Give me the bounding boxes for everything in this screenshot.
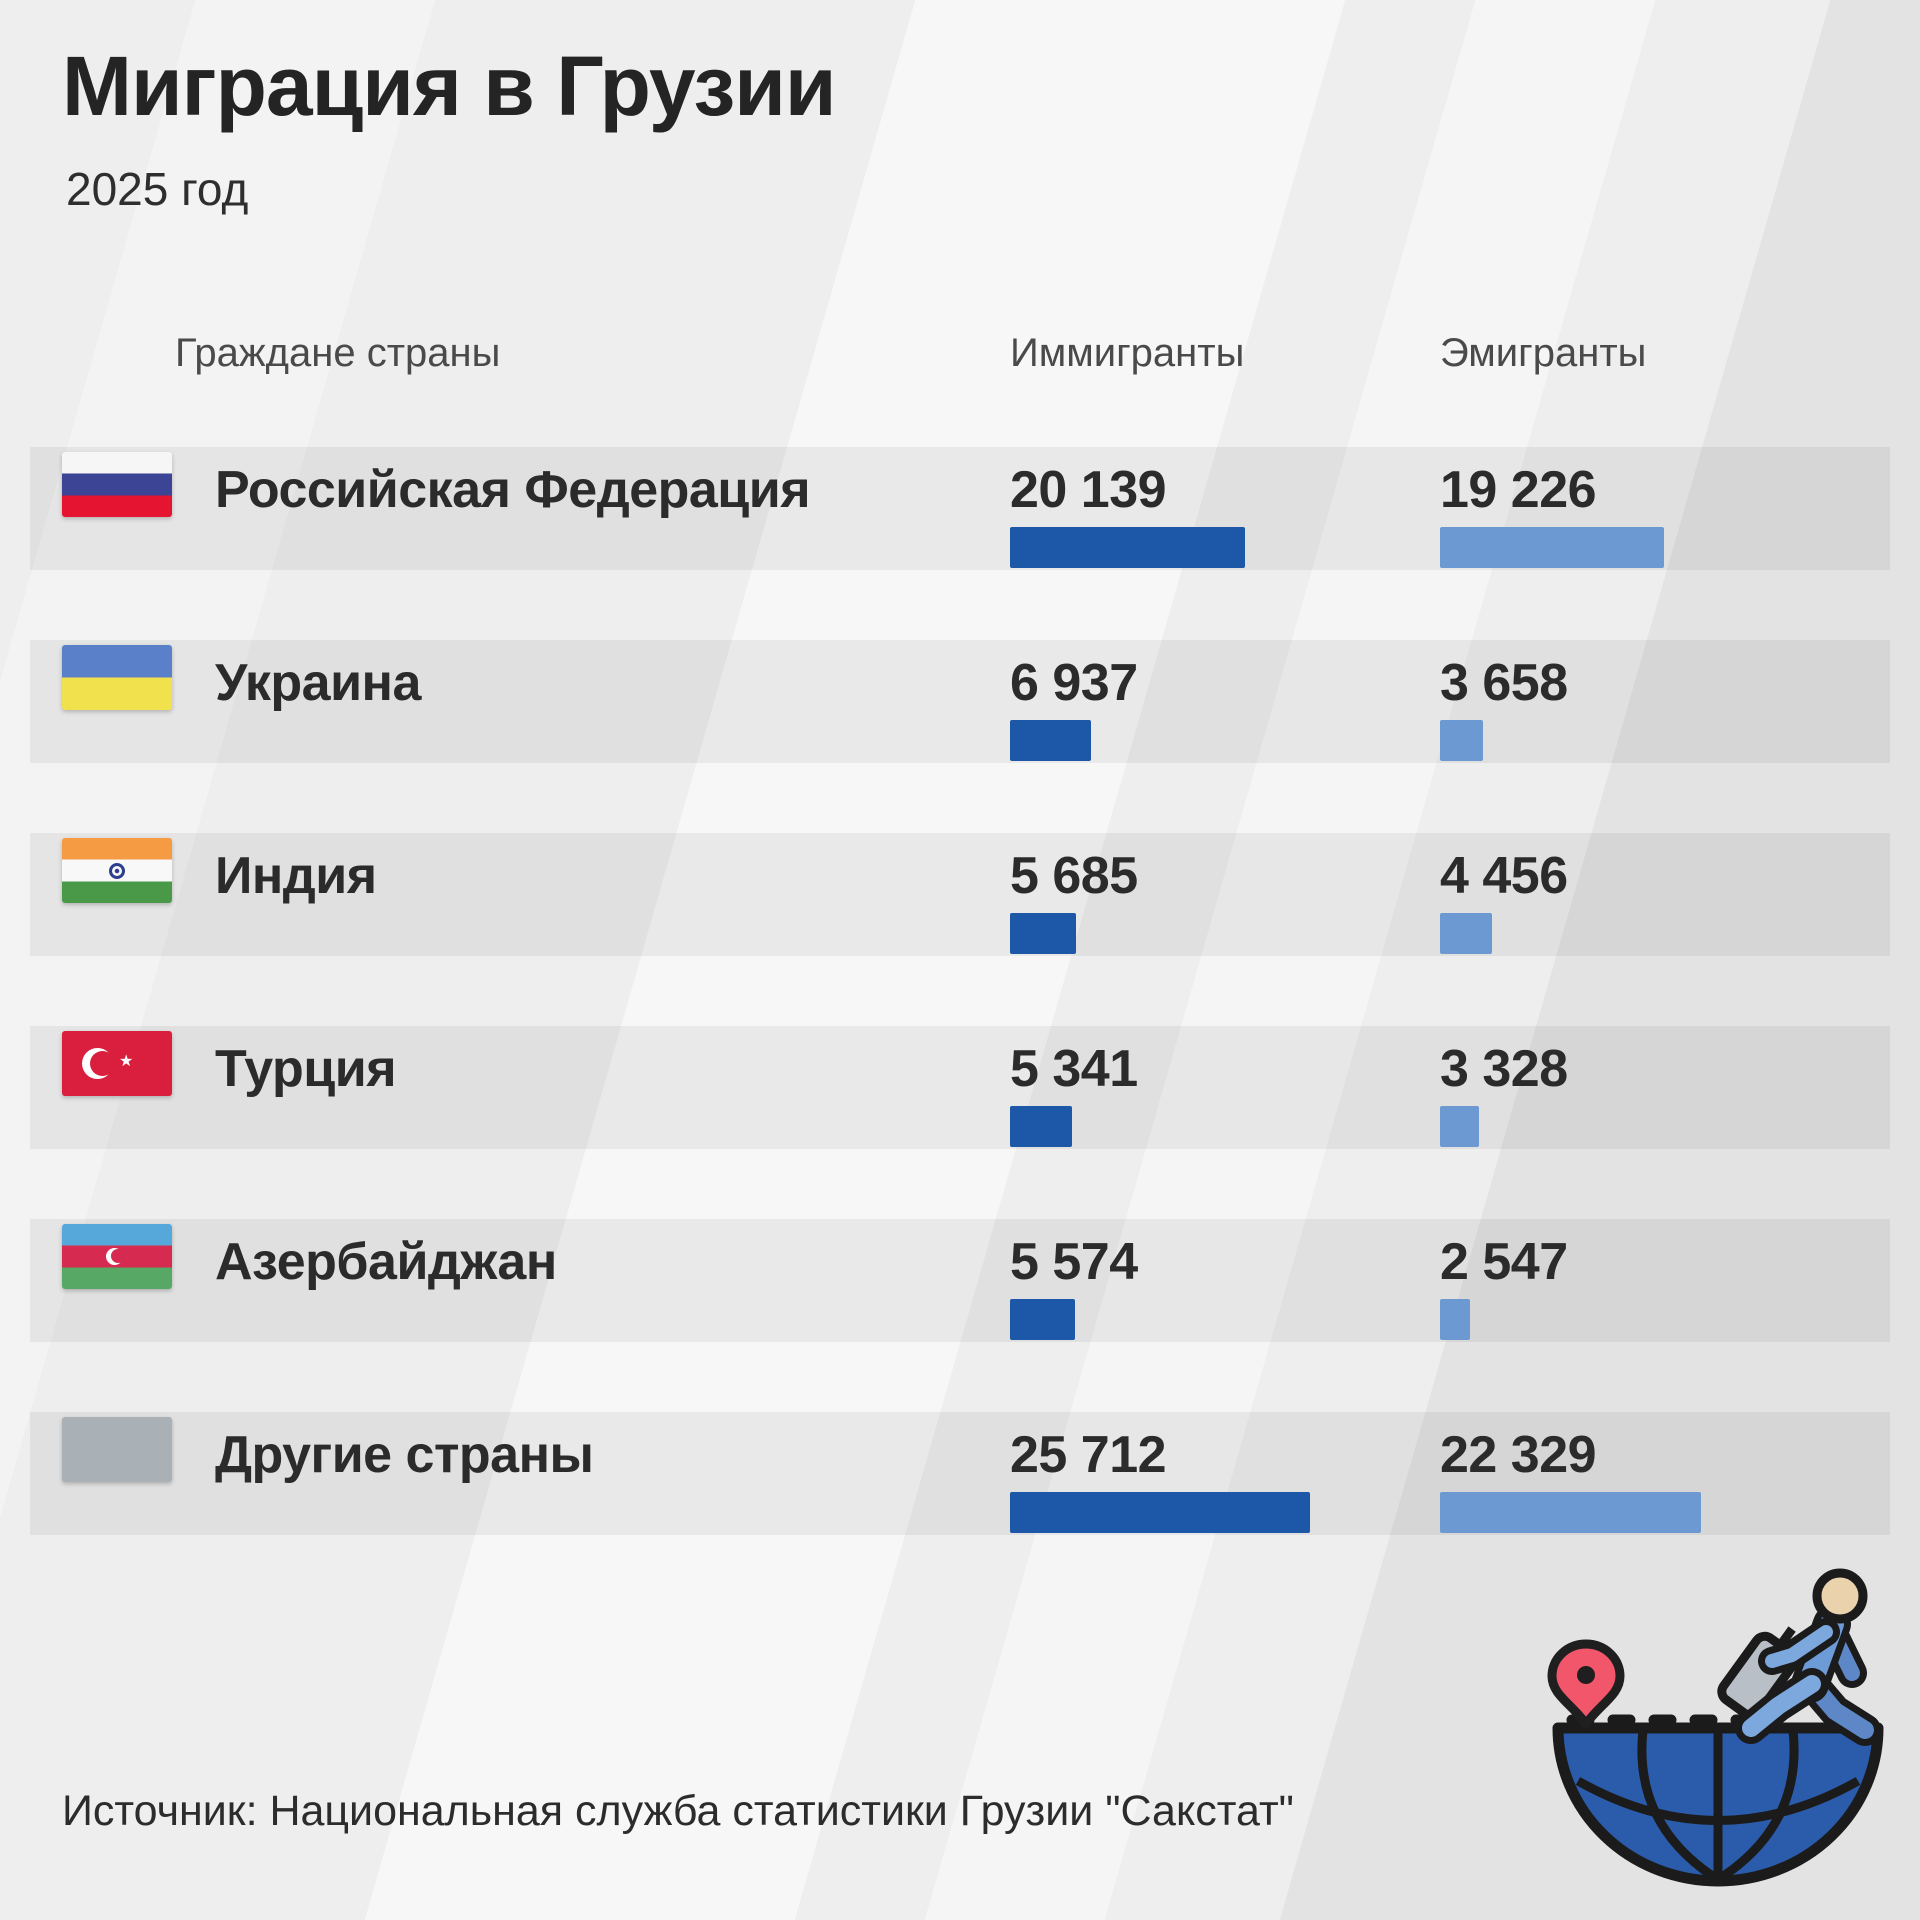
emigrants-value: 3 658 <box>1440 654 1568 712</box>
immigrants-value: 6 937 <box>1010 654 1138 712</box>
immigrants-value: 5 685 <box>1010 847 1138 905</box>
country-name: Украина <box>215 654 421 712</box>
table-row: Турция 5 341 3 328 <box>30 1026 1890 1149</box>
table-row: Украина 6 937 3 658 <box>30 640 1890 763</box>
country-name: Другие страны <box>215 1426 594 1484</box>
table-row: Азербайджан 5 574 2 547 <box>30 1219 1890 1342</box>
emigrants-bar <box>1440 720 1483 761</box>
emigrants-bar <box>1440 1492 1701 1533</box>
other-flag-icon <box>62 1417 172 1482</box>
table-row: Российская Федерация 20 139 19 226 <box>30 447 1890 570</box>
immigrants-bar <box>1010 1299 1075 1340</box>
source-text: Источник: Национальная служба статистики… <box>62 1787 1294 1835</box>
emigrants-value: 19 226 <box>1440 461 1597 519</box>
azerbaijan-flag-icon <box>62 1224 172 1289</box>
immigrants-value: 20 139 <box>1010 461 1167 519</box>
table-row: Другие страны 25 712 22 329 <box>30 1412 1890 1535</box>
column-header-country: Граждане страны <box>175 331 501 375</box>
immigrants-bar <box>1010 720 1091 761</box>
turkey-flag-icon <box>62 1031 172 1096</box>
column-header-immigrants: Иммигранты <box>1010 331 1245 375</box>
emigrants-value: 3 328 <box>1440 1040 1568 1098</box>
country-name: Индия <box>215 847 377 905</box>
immigrants-value: 5 341 <box>1010 1040 1138 1098</box>
column-header-emigrants: Эмигранты <box>1440 331 1647 375</box>
page-subtitle: 2025 год <box>66 163 249 215</box>
country-name: Турция <box>215 1040 397 1098</box>
emigrants-value: 4 456 <box>1440 847 1568 905</box>
emigrants-bar <box>1440 527 1664 568</box>
country-name: Российская Федерация <box>215 461 811 519</box>
russia-flag-icon <box>62 452 172 517</box>
immigrants-bar <box>1010 913 1076 954</box>
immigrants-value: 25 712 <box>1010 1426 1167 1484</box>
flag-emblem-icon <box>82 1048 115 1079</box>
flag-emblem-icon <box>106 1248 125 1265</box>
emigrants-value: 22 329 <box>1440 1426 1597 1484</box>
emigrants-bar <box>1440 913 1492 954</box>
emigrants-bar <box>1440 1106 1479 1147</box>
country-name: Азербайджан <box>215 1233 557 1291</box>
immigrants-bar <box>1010 527 1245 568</box>
immigrants-bar <box>1010 1492 1310 1533</box>
walking-person-icon <box>1735 1568 1881 1746</box>
table-row: Индия 5 685 4 456 <box>30 833 1890 956</box>
migration-globe-logo-icon <box>1547 1568 1884 1887</box>
emigrants-value: 2 547 <box>1440 1233 1568 1291</box>
flag-emblem-icon <box>109 863 125 879</box>
emigrants-bar <box>1440 1299 1470 1340</box>
immigrants-bar <box>1010 1106 1072 1147</box>
page-title: Миграция в Грузии <box>62 39 836 133</box>
immigrants-value: 5 574 <box>1010 1233 1138 1291</box>
india-flag-icon <box>62 838 172 903</box>
ukraine-flag-icon <box>62 645 172 710</box>
